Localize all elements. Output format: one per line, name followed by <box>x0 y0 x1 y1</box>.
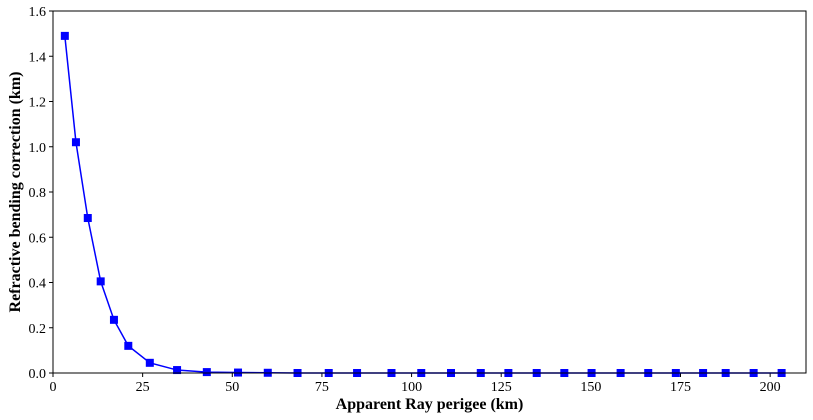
y-tick-label: 0.8 <box>29 186 47 201</box>
data-point <box>60 31 69 40</box>
x-tick-label: 150 <box>580 380 601 395</box>
x-axis-label: Apparent Ray perigee (km) <box>336 396 524 413</box>
plot-area <box>53 11 806 373</box>
y-tick-label: 0.0 <box>29 367 47 382</box>
data-point <box>124 341 133 350</box>
data-point <box>96 277 105 286</box>
x-tick-label: 200 <box>760 380 781 395</box>
data-point <box>202 368 211 377</box>
y-tick-label: 1.6 <box>29 5 47 20</box>
x-tick-label: 125 <box>491 380 512 395</box>
x-tick-label: 100 <box>401 380 422 395</box>
x-tick-label: 0 <box>50 380 57 395</box>
y-tick-label: 1.2 <box>29 96 47 111</box>
y-tick-label: 1.4 <box>29 50 47 65</box>
data-point <box>83 214 92 223</box>
y-tick-label: 1.0 <box>29 141 47 156</box>
data-point <box>145 358 154 367</box>
x-tick-label: 175 <box>670 380 691 395</box>
y-tick-label: 0.2 <box>29 322 47 337</box>
y-tick-label: 0.6 <box>29 231 47 246</box>
data-point <box>109 315 118 324</box>
data-point <box>71 138 80 147</box>
y-tick-label: 0.4 <box>29 277 47 292</box>
y-axis-label: Refractive bending correction (km) <box>7 72 24 313</box>
x-tick-label: 50 <box>225 380 239 395</box>
x-tick-label: 75 <box>315 380 329 395</box>
plot-frame <box>52 10 807 374</box>
data-point <box>173 366 182 375</box>
x-tick-label: 25 <box>136 380 150 395</box>
axis-ticks: 0 25 50 75 100 125 150 175 200 0.0 0.2 0.4 0.6 0.8 1.0… <box>29 5 781 395</box>
